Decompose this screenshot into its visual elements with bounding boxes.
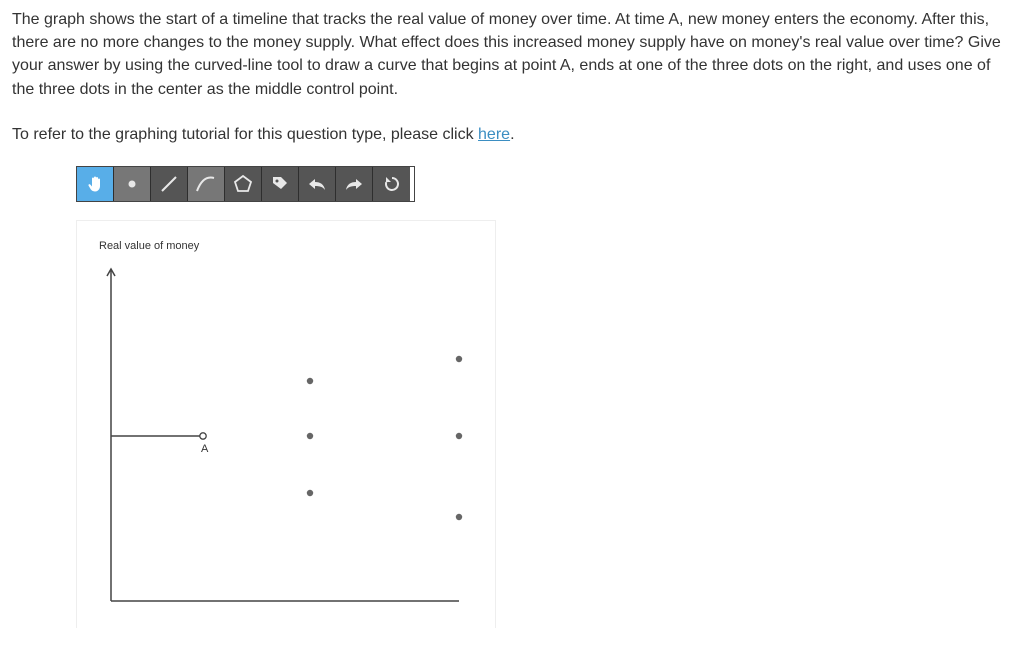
- tool-hand[interactable]: [77, 167, 114, 201]
- tool-undo[interactable]: [299, 167, 336, 201]
- chart-plot[interactable]: A: [99, 261, 474, 621]
- tool-line[interactable]: [151, 167, 188, 201]
- tool-curve[interactable]: [188, 167, 225, 201]
- tool-tag[interactable]: [262, 167, 299, 201]
- tutorial-line: To refer to the graphing tutorial for th…: [12, 123, 1012, 146]
- y-axis-label: Real value of money: [99, 239, 485, 255]
- chart-area[interactable]: Real value of money A: [76, 220, 496, 628]
- graph-widget: Real value of money A: [76, 166, 496, 628]
- tool-reset[interactable]: [373, 167, 410, 201]
- question-text: The graph shows the start of a timeline …: [12, 8, 1012, 101]
- graph-toolbar: [76, 166, 415, 202]
- svg-text:A: A: [201, 443, 209, 455]
- tool-redo[interactable]: [336, 167, 373, 201]
- tool-polygon[interactable]: [225, 167, 262, 201]
- tutorial-link[interactable]: here: [478, 126, 510, 143]
- tool-point[interactable]: [114, 167, 151, 201]
- tutorial-pre: To refer to the graphing tutorial for th…: [12, 126, 478, 143]
- tutorial-post: .: [510, 126, 514, 143]
